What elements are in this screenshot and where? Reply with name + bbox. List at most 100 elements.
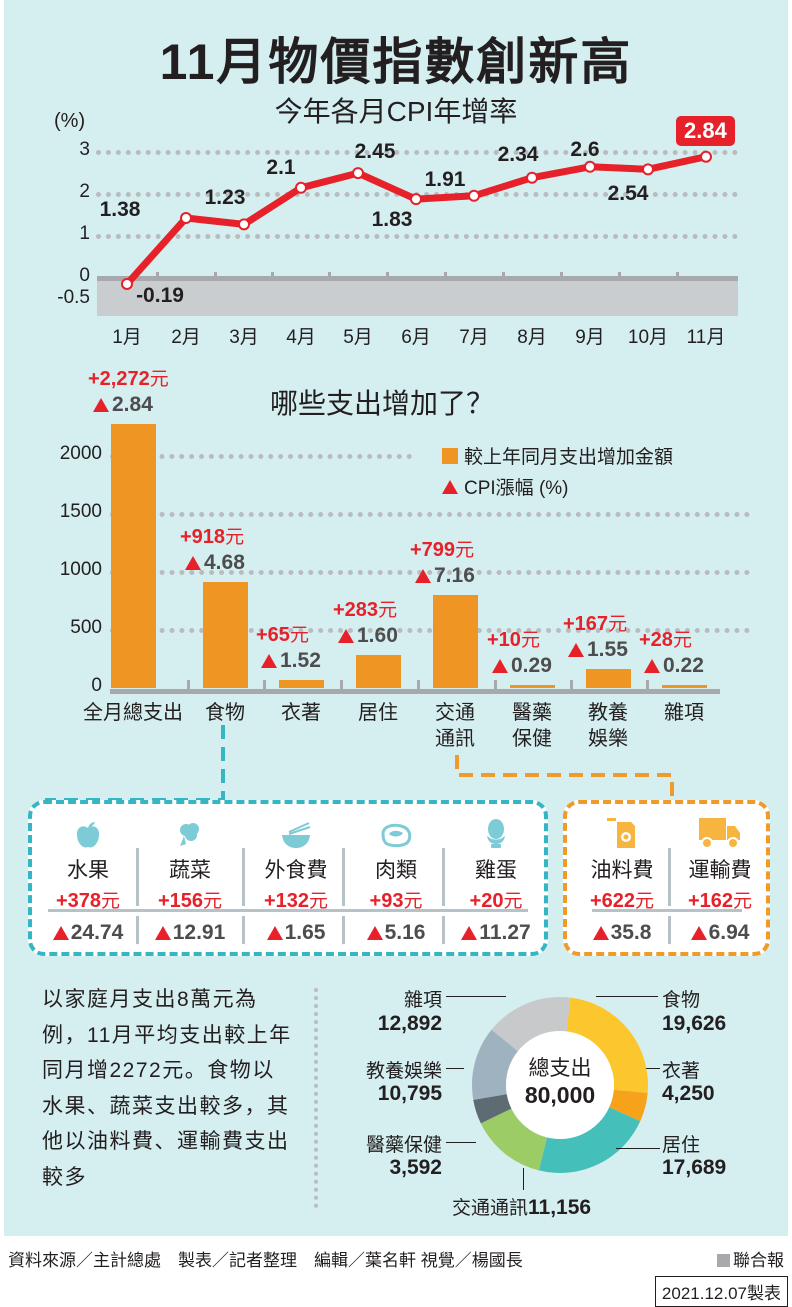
item-unit: 元 <box>403 891 423 912</box>
data-value-label: -0.19 <box>136 284 184 307</box>
item-unit: 元 <box>309 891 329 912</box>
leader-line <box>446 996 506 997</box>
bar <box>111 424 156 688</box>
column-divider <box>342 916 345 944</box>
column-divider <box>242 916 245 944</box>
cpi-value: 1.60 <box>357 624 398 648</box>
data-value-label: 1.91 <box>424 168 466 191</box>
segment-value: 10,795 <box>377 1082 442 1105</box>
tick <box>646 680 649 689</box>
amount-value: +65 <box>256 624 290 647</box>
leader-line <box>596 996 658 997</box>
column-divider <box>668 848 671 906</box>
leader-line <box>523 1168 524 1190</box>
category-label-line: 交通 <box>435 702 475 724</box>
column-divider <box>442 848 445 906</box>
gridline <box>96 150 738 155</box>
item-name: 外食費 <box>264 859 328 882</box>
donut-center-value: 80,000 <box>524 1082 596 1108</box>
category-label-line: 保健 <box>512 728 552 750</box>
item-cpi: 1.65 <box>284 921 326 944</box>
segment-label: 雜項 <box>403 990 442 1011</box>
up-triangle-icon <box>461 926 478 940</box>
up-triangle-icon <box>415 569 431 584</box>
amount-unit: 元 <box>672 629 692 651</box>
truck-icon <box>672 812 768 850</box>
up-triangle-icon <box>366 926 383 940</box>
cpi-value: 0.22 <box>663 653 704 677</box>
brand-square-icon <box>717 1254 730 1267</box>
amount-label: +65元 <box>256 620 309 647</box>
amount-label: +918元 <box>180 522 244 549</box>
row-divider <box>592 909 742 912</box>
category-label-line: 居住 <box>358 702 398 724</box>
detail-item: 外食費 +132元 1.65 <box>246 812 346 945</box>
tick <box>417 680 420 689</box>
month-label: 11月 <box>686 327 726 348</box>
brand-name: 聯合報 <box>733 1251 784 1270</box>
data-value-label: 2.34 <box>497 143 539 166</box>
category-label-line: 通訊 <box>435 728 475 750</box>
bar-chart-title: 哪些支出增加了？ <box>270 388 495 419</box>
legend-triangle-icon <box>442 479 458 494</box>
fuel-can-icon <box>574 812 670 850</box>
up-triangle-icon <box>154 926 171 940</box>
y-tick: 2 <box>79 181 90 202</box>
item-unit: 元 <box>101 891 121 912</box>
leader-line <box>446 1068 464 1069</box>
cpi-label: 1.52 <box>261 649 321 673</box>
tick <box>494 680 497 689</box>
column-divider <box>442 916 445 944</box>
donut-center: 總支出 80,000 <box>500 1052 620 1109</box>
line-chart-subtitle: 今年各月CPI年增率 <box>274 96 518 127</box>
up-triangle-icon <box>592 926 609 940</box>
segment-value: 3,592 <box>389 1156 442 1179</box>
credits-text: 資料來源／主計總處 製表／記者整理 編輯／葉名軒 視覺／楊國長 <box>8 1251 523 1270</box>
column-divider <box>136 848 139 906</box>
category-label-line: 全月總支出 <box>83 702 183 724</box>
summary-paragraph: 以家庭月支出8萬元為例，11月平均支出較上年同月增2272元。食物以水果、蔬菜支… <box>42 988 292 1189</box>
cpi-label: 1.55 <box>568 638 628 662</box>
y-tick: 1 <box>79 223 90 244</box>
tick <box>263 680 266 689</box>
gridline <box>110 512 750 517</box>
bar <box>279 680 324 688</box>
bar <box>203 581 248 688</box>
donut <box>472 997 648 1173</box>
cpi-label: 0.29 <box>492 654 552 678</box>
item-unit: 元 <box>203 891 223 912</box>
category-label-line: 衣著 <box>281 702 321 724</box>
connector-lines <box>45 725 674 802</box>
month-label: 8月 <box>517 327 547 348</box>
segment-label: 食物 <box>662 990 701 1011</box>
y-tick: 0 <box>91 675 102 696</box>
cpi-label: 1.60 <box>338 624 398 648</box>
egg-icon <box>446 812 546 850</box>
cpi-value: 2.84 <box>112 393 153 417</box>
category-label-line: 醫藥 <box>512 702 552 724</box>
item-amount: +622 <box>589 890 636 912</box>
item-name: 運輸費 <box>688 859 752 882</box>
date-stamp: 2021.12.07製表 <box>654 1276 788 1307</box>
data-value-label: 2.45 <box>354 140 396 163</box>
up-triangle-icon <box>52 926 69 940</box>
y-tick: 2000 <box>59 443 102 464</box>
broccoli-icon <box>140 812 240 850</box>
noodle-bowl-icon <box>246 812 346 850</box>
item-unit: 元 <box>635 891 655 912</box>
leader-line <box>616 1148 660 1149</box>
cpi-value: 4.68 <box>204 550 245 574</box>
amount-value: +799 <box>410 539 456 562</box>
bar <box>662 684 707 688</box>
latest-value-badge: 2.84 <box>676 116 735 146</box>
item-cpi: 5.16 <box>384 921 426 944</box>
category-label: 教養 娛樂 <box>548 700 668 752</box>
steak-icon <box>346 812 446 850</box>
amount-value: +10 <box>487 629 521 651</box>
segment-label: 醫藥保健 <box>365 1135 442 1156</box>
up-triangle-icon <box>492 659 508 673</box>
up-triangle-icon <box>690 926 707 940</box>
column-divider <box>242 848 245 906</box>
legend-cpi-label: CPI漲幅 (%) <box>464 478 569 499</box>
tick <box>340 680 343 689</box>
